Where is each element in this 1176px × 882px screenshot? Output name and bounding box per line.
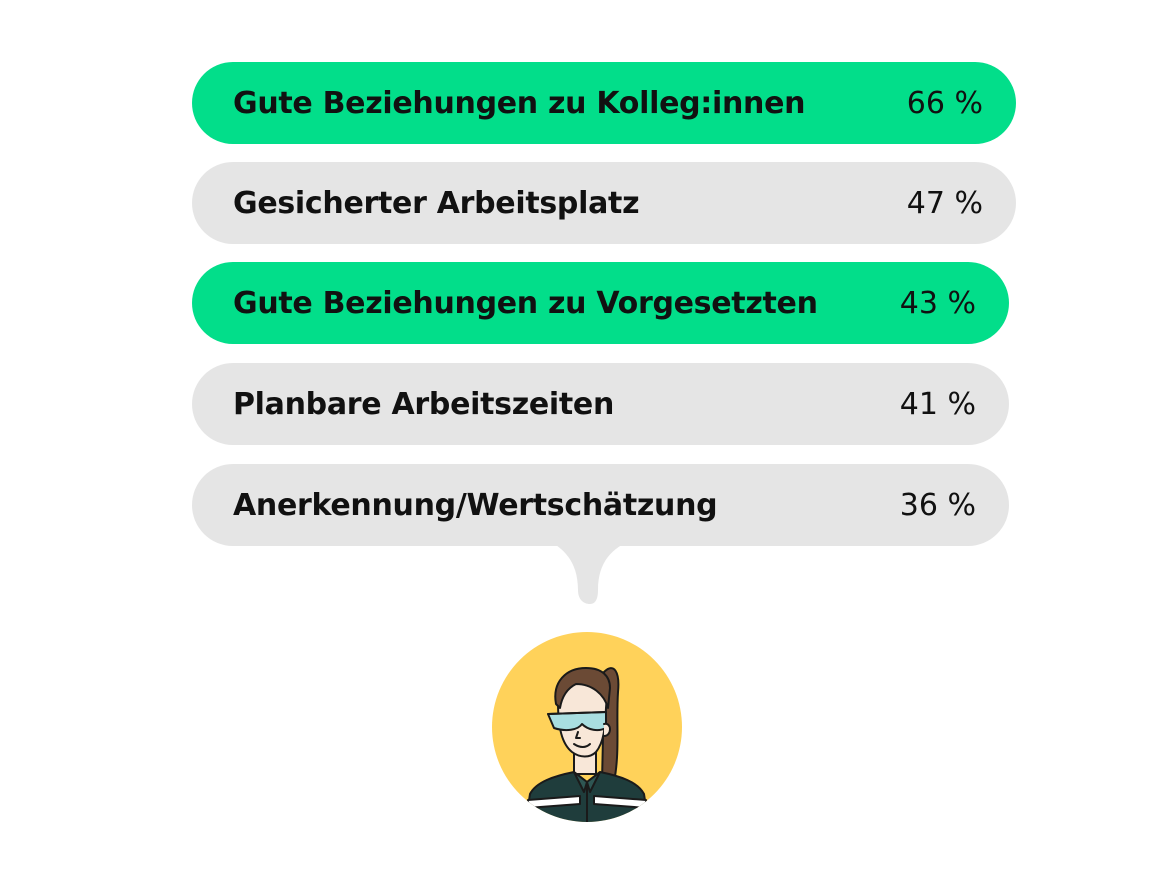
ranking-item-value: 36 % bbox=[899, 487, 976, 523]
ranking-item-value: 47 % bbox=[906, 185, 983, 221]
ranking-item-label: Gute Beziehungen zu Kolleg:innen bbox=[233, 85, 806, 121]
ranking-item-label: Gesicherter Arbeitsplatz bbox=[233, 185, 640, 221]
ranking-item-4: Planbare Arbeitszeiten 41 % bbox=[192, 363, 1009, 445]
ranking-item-3: Gute Beziehungen zu Vorgesetzten 43 % bbox=[192, 262, 1009, 344]
ranking-item-2: Gesicherter Arbeitsplatz 47 % bbox=[192, 162, 1016, 244]
ranking-item-value: 43 % bbox=[899, 285, 976, 321]
ranking-item-label: Gute Beziehungen zu Vorgesetzten bbox=[233, 285, 818, 321]
worker-avatar-icon bbox=[492, 632, 682, 822]
ranking-item-1: Gute Beziehungen zu Kolleg:innen 66 % bbox=[192, 62, 1016, 144]
ranking-item-label: Anerkennung/Wertschätzung bbox=[233, 487, 718, 523]
ranking-item-value: 66 % bbox=[906, 85, 983, 121]
ranking-item-value: 41 % bbox=[899, 386, 976, 422]
ranking-item-label: Planbare Arbeitszeiten bbox=[233, 386, 615, 422]
ranking-item-5: Anerkennung/Wertschätzung 36 % bbox=[192, 464, 1009, 546]
